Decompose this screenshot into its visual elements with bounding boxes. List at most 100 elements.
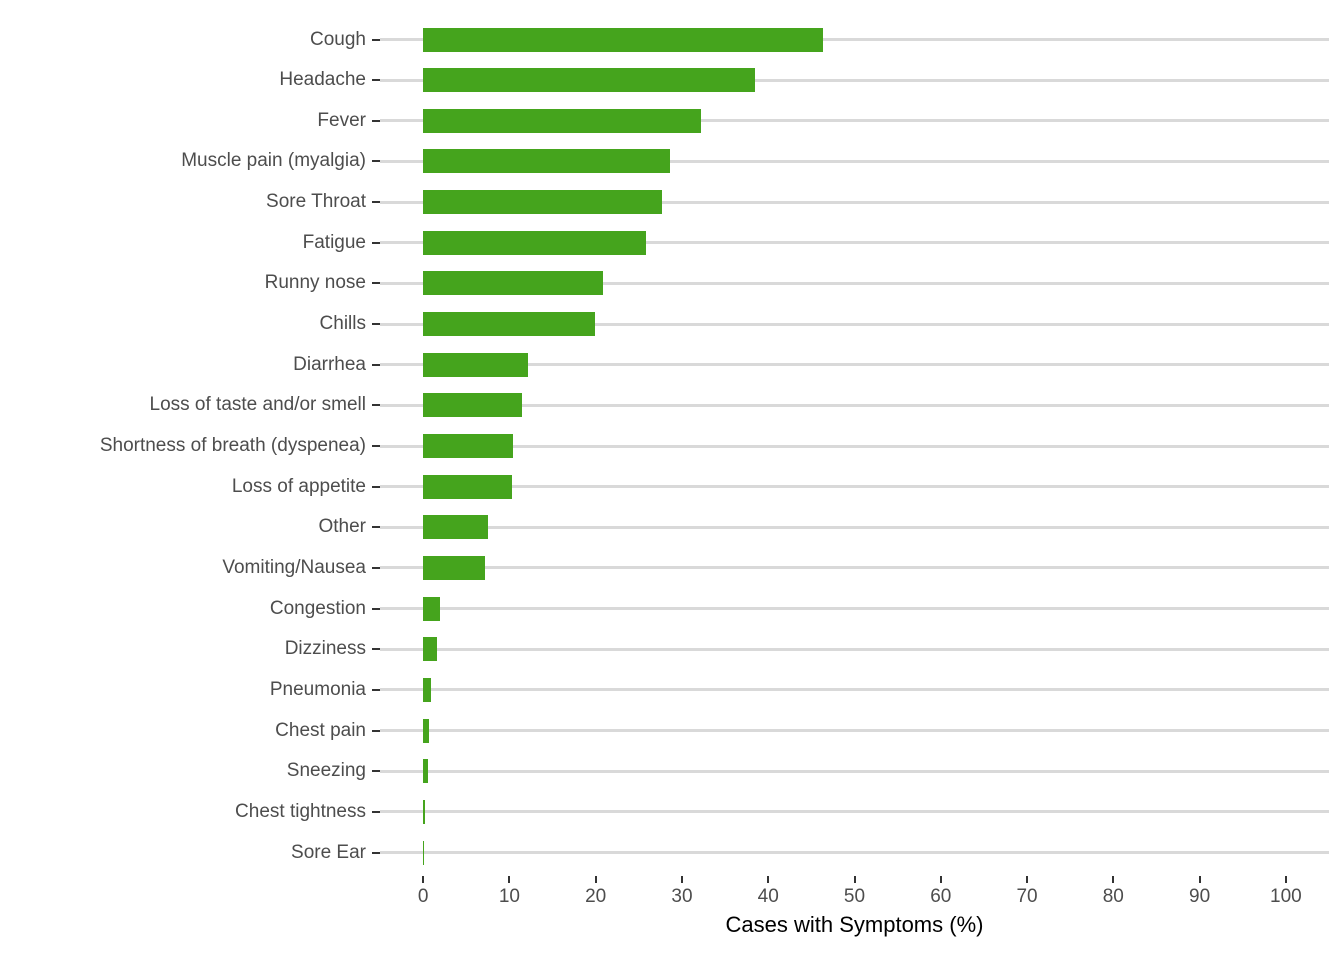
y-axis-label: Loss of taste and/or smell <box>149 394 367 416</box>
y-axis-label: Sore Throat <box>266 191 366 213</box>
x-tick-label: 0 <box>417 886 429 907</box>
bar <box>423 352 528 377</box>
x-tick-label: 20 <box>585 886 607 907</box>
x-tick-label: 10 <box>498 886 520 907</box>
x-tick-label: 40 <box>757 886 779 907</box>
y-tick-mark <box>372 851 380 854</box>
y-axis-label: Vomiting/Nausea <box>222 556 366 578</box>
gridline <box>380 281 1329 285</box>
x-tick-mark <box>1198 876 1201 883</box>
bar <box>423 230 646 255</box>
gridline <box>380 241 1329 245</box>
gridline <box>380 119 1329 123</box>
x-tick-label: 90 <box>1189 886 1211 907</box>
y-tick-mark <box>372 810 380 813</box>
y-tick-mark <box>372 160 380 163</box>
gridline <box>380 159 1329 163</box>
gridline <box>380 566 1329 570</box>
gridline <box>380 607 1329 611</box>
gridline <box>380 444 1329 448</box>
y-tick-mark <box>372 729 380 732</box>
y-axis-label: Headache <box>279 69 366 91</box>
gridline <box>380 322 1329 326</box>
bar <box>423 190 663 215</box>
y-tick-mark <box>372 323 380 326</box>
gridline <box>380 485 1329 489</box>
y-axis-label: Fatigue <box>302 231 366 253</box>
bar <box>423 840 424 865</box>
y-tick-mark <box>372 445 380 447</box>
gridline <box>380 851 1329 854</box>
y-tick-mark <box>372 688 380 691</box>
y-tick-mark <box>372 201 380 204</box>
gridline <box>380 729 1329 733</box>
y-tick-mark <box>372 404 380 407</box>
y-tick-mark <box>372 282 380 285</box>
y-axis-label: Sore Ear <box>291 841 366 863</box>
gridline <box>380 810 1329 814</box>
x-tick-mark <box>1026 876 1029 883</box>
bar <box>423 393 523 418</box>
x-tick-mark <box>767 876 770 883</box>
y-tick-mark <box>372 607 380 610</box>
bar <box>423 637 437 662</box>
y-tick-mark <box>372 770 380 773</box>
x-tick-label: 80 <box>1102 886 1124 907</box>
bar <box>423 312 595 337</box>
bar <box>423 596 441 621</box>
gridline <box>380 363 1329 367</box>
y-axis-label: Chest tightness <box>235 800 366 822</box>
y-axis-label: Chills <box>319 313 366 335</box>
y-axis-label: Sneezing <box>286 760 366 782</box>
bar <box>423 677 431 702</box>
y-axis-label: Pneumonia <box>269 678 366 700</box>
x-tick-label: 30 <box>671 886 693 907</box>
gridline <box>380 525 1329 529</box>
gridline <box>380 769 1329 773</box>
y-axis-label: Shortness of breath (dyspenea) <box>99 435 366 456</box>
bar <box>423 108 701 133</box>
y-tick-mark <box>372 526 380 529</box>
x-tick-mark <box>680 876 683 883</box>
bar <box>423 27 824 52</box>
y-tick-mark <box>372 241 380 244</box>
x-tick-mark <box>939 876 942 883</box>
y-axis-label: Fever <box>317 109 366 131</box>
y-axis-label: Runny nose <box>264 272 366 294</box>
x-tick-mark <box>422 876 425 883</box>
y-axis-label: Diarrhea <box>293 353 366 375</box>
x-tick-label: 70 <box>1016 886 1038 907</box>
y-tick-mark <box>372 38 380 41</box>
x-tick-label: 100 <box>1270 886 1302 907</box>
x-tick-mark <box>1284 876 1287 883</box>
x-axis-title: Cases with Symptoms (%) <box>725 912 984 937</box>
gridline <box>380 200 1329 204</box>
gridline <box>380 78 1329 82</box>
y-axis-label: Muscle pain (myalgia) <box>181 150 366 172</box>
bar <box>423 434 513 458</box>
y-tick-mark <box>372 485 380 488</box>
y-tick-mark <box>372 363 380 366</box>
x-tick-label: 60 <box>930 886 952 907</box>
x-tick-mark <box>594 876 597 883</box>
y-tick-mark <box>372 119 380 122</box>
y-tick-mark <box>372 79 380 82</box>
x-tick-mark <box>853 876 856 883</box>
bar <box>423 718 430 743</box>
bar <box>423 759 429 784</box>
bar <box>423 68 756 93</box>
bar <box>423 474 512 499</box>
gridline <box>380 38 1329 41</box>
bar <box>423 149 670 174</box>
gridline <box>380 688 1329 692</box>
y-axis-label: Chest pain <box>275 719 366 741</box>
gridline <box>380 647 1329 651</box>
x-tick-label: 50 <box>843 886 866 907</box>
y-axis-label: Dizziness <box>284 638 366 660</box>
y-axis-label: Other <box>318 516 366 538</box>
bar <box>423 555 486 580</box>
bar <box>423 799 426 824</box>
y-axis-label: Congestion <box>269 597 366 619</box>
y-axis-label: Loss of appetite <box>231 475 366 497</box>
